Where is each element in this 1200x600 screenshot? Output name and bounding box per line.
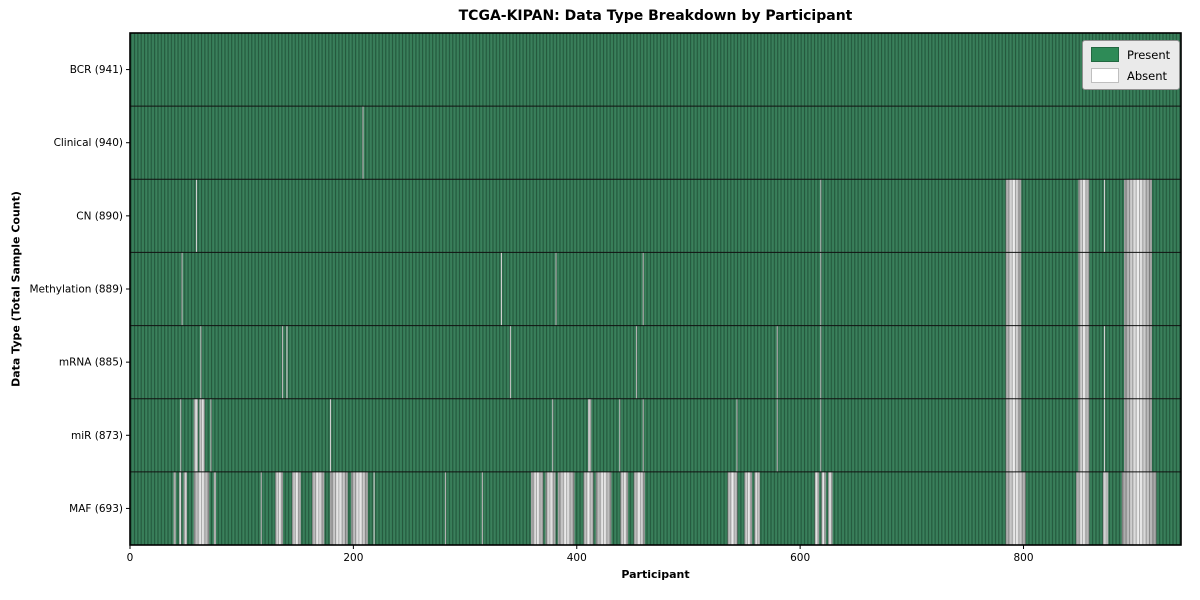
- legend-item-absent: Absent: [1091, 68, 1170, 83]
- y-tick-label: MAF (693): [69, 503, 123, 515]
- y-tick-label: BCR (941): [70, 64, 123, 76]
- y-tick-label: Clinical (940): [54, 137, 123, 149]
- y-tick-label: miR (873): [71, 430, 123, 442]
- y-tick-label: CN (890): [76, 210, 123, 222]
- y-tick-label: Methylation (889): [29, 284, 123, 296]
- legend-item-present: Present: [1091, 47, 1170, 62]
- x-tick-label: 0: [127, 552, 134, 564]
- x-axis-label: Participant: [621, 568, 690, 581]
- x-tick-label: 600: [790, 552, 810, 564]
- bar-texture: [130, 33, 1181, 545]
- x-tick-label: 800: [1013, 552, 1033, 564]
- x-tick-label: 200: [343, 552, 363, 564]
- x-tick-label: 400: [567, 552, 587, 564]
- legend: Present Absent: [1082, 40, 1181, 90]
- legend-swatch-absent-icon: [1091, 68, 1119, 83]
- y-tick-label: mRNA (885): [59, 357, 123, 369]
- legend-label-present: Present: [1127, 47, 1171, 62]
- legend-label-absent: Absent: [1127, 68, 1168, 83]
- chart-title: TCGA-KIPAN: Data Type Breakdown by Parti…: [458, 8, 853, 24]
- legend-swatch-present-icon: [1091, 47, 1119, 62]
